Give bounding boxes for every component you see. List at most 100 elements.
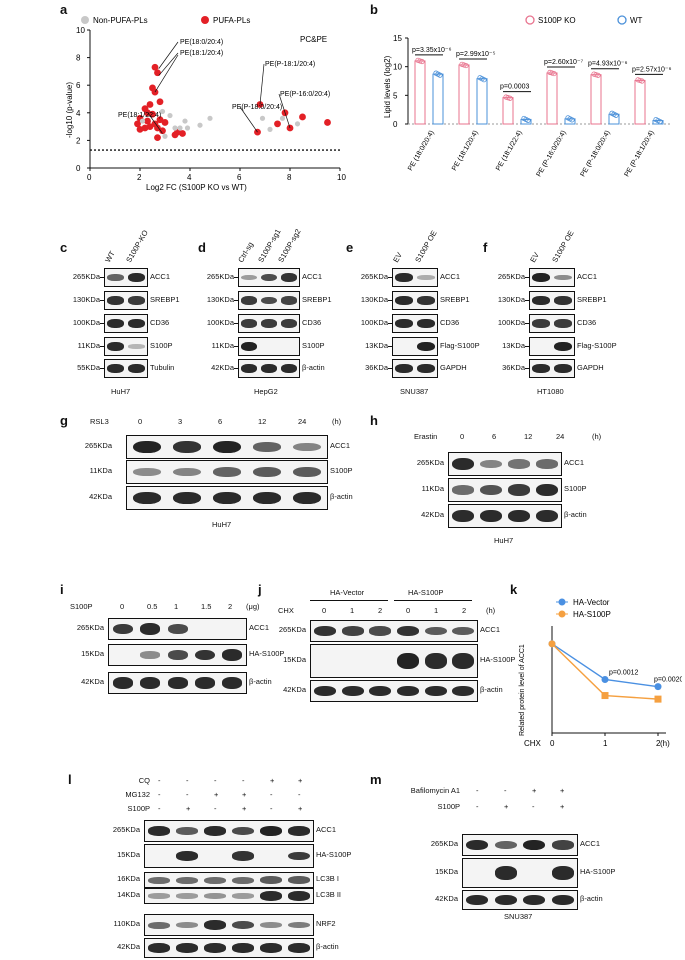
column-label: WT bbox=[102, 249, 117, 264]
protein-band bbox=[551, 866, 574, 880]
blot-strip bbox=[126, 486, 328, 510]
protein-band bbox=[222, 649, 243, 661]
protein-band bbox=[288, 826, 310, 836]
molecular-weight-label: 265KDa bbox=[112, 825, 140, 834]
annotation-leader-line bbox=[278, 93, 291, 129]
protein-band bbox=[452, 457, 474, 471]
condition-label: MG132 bbox=[125, 790, 150, 799]
blot-strip bbox=[108, 644, 247, 666]
protein-band bbox=[288, 943, 310, 953]
protein-band bbox=[112, 623, 133, 635]
legend-nonpufa-label: Non-PUFA-PLs bbox=[93, 16, 148, 25]
protein-label: CD36 bbox=[440, 317, 460, 327]
mw-tick bbox=[388, 299, 394, 301]
panel-l-western-blot: CQ - - - - + + MG132- - + + - - S100P - + - + - +265KDa ACC1… bbox=[60, 776, 360, 958]
protein-band bbox=[241, 296, 257, 305]
mw-tick bbox=[388, 322, 394, 324]
treatment-label: Erastin bbox=[414, 432, 438, 441]
protein-label: ACC1 bbox=[150, 271, 171, 281]
protein-label: β-actin bbox=[330, 492, 353, 501]
protein-band bbox=[260, 943, 282, 953]
protein-band bbox=[241, 319, 257, 328]
ko-point bbox=[419, 58, 425, 65]
molecular-weight-label: 110KDa bbox=[113, 919, 140, 928]
sign-label: - bbox=[270, 804, 273, 813]
molecular-weight-label: 42KDa bbox=[421, 510, 444, 519]
p-value-label: p=0.0012 bbox=[609, 670, 638, 677]
wt-point bbox=[525, 117, 531, 124]
protein-band bbox=[313, 625, 336, 637]
protein-label: ACC1 bbox=[330, 441, 351, 450]
protein-band bbox=[396, 653, 419, 669]
protein-band bbox=[260, 891, 282, 901]
molecular-weight-label: 265KDa bbox=[497, 271, 525, 281]
blot-strip bbox=[529, 268, 575, 287]
y-axis-title: -log10 (p-value) bbox=[65, 82, 74, 138]
time-label: 2 bbox=[462, 606, 467, 615]
protein-band bbox=[241, 341, 257, 352]
nonpufa-point bbox=[279, 115, 286, 121]
protein-band bbox=[532, 272, 550, 283]
panel-d-western-blot: Ctrl-sg S100P-sg1 S100P-sg2 265KDa ACC1 130KD… bbox=[198, 227, 343, 405]
protein-band bbox=[232, 893, 254, 899]
pufa-point bbox=[156, 116, 164, 124]
sign-label: - bbox=[186, 776, 189, 785]
tag-pcpe: PC&PE bbox=[300, 35, 327, 44]
column-label: Ctrl-sg bbox=[236, 240, 256, 264]
blot-strip bbox=[310, 620, 478, 642]
time-label: 0 bbox=[406, 606, 411, 615]
protein-band bbox=[107, 319, 124, 328]
s100p-point bbox=[654, 695, 662, 703]
panel-e-western-blot: EV S100P OE 265KDa ACC1 130KDa SREBP1 100KDa CD… bbox=[346, 229, 481, 405]
protein-band bbox=[281, 364, 297, 373]
protein-band bbox=[107, 296, 124, 305]
protein-band bbox=[148, 876, 170, 884]
pufa-point bbox=[149, 110, 156, 118]
protein-band bbox=[241, 274, 257, 281]
protein-band bbox=[396, 625, 419, 637]
category-label: PE (18:1/22:4) bbox=[495, 130, 524, 173]
x-label-chx: CHX bbox=[524, 739, 542, 748]
time-label: 1 bbox=[434, 606, 439, 615]
molecular-weight-label: 265KDa bbox=[84, 441, 112, 450]
protein-band bbox=[536, 509, 558, 523]
molecular-weight-label: 42KDa bbox=[211, 362, 234, 372]
protein-label: β-actin bbox=[249, 677, 272, 686]
dose-label: 2 bbox=[228, 602, 233, 611]
protein-band bbox=[536, 483, 558, 497]
panel-m-western-blot: Bafilomycin A1 - - + + S100P - + - +265KDa ACC1 15K… bbox=[370, 778, 670, 928]
sign-label: - bbox=[504, 786, 507, 795]
sign-label: - bbox=[214, 804, 217, 813]
blot-strip bbox=[104, 291, 148, 310]
protein-band bbox=[148, 943, 170, 953]
protein-band bbox=[128, 364, 145, 373]
pufa-point bbox=[179, 130, 186, 137]
pufa-point bbox=[171, 131, 179, 139]
blot-strip bbox=[392, 291, 438, 310]
ko-point bbox=[551, 70, 557, 77]
treatment-label: CHX bbox=[278, 606, 294, 615]
annotation-leader-line bbox=[239, 106, 258, 133]
molecular-weight-label: 11KDa bbox=[211, 340, 234, 350]
blot-strip bbox=[144, 820, 314, 842]
protein-band bbox=[508, 509, 530, 523]
mw-tick bbox=[234, 299, 240, 301]
blot-strip bbox=[529, 337, 575, 356]
time-label: 24 bbox=[298, 417, 307, 426]
pufa-point bbox=[151, 63, 159, 71]
group-bar bbox=[310, 600, 388, 601]
protein-label: Flag-S100P bbox=[440, 340, 480, 350]
protein-label: ACC1 bbox=[580, 839, 601, 848]
protein-band bbox=[395, 319, 413, 328]
time-unit: (h) bbox=[486, 606, 496, 615]
time-unit: (h) bbox=[592, 432, 602, 441]
blot-strip bbox=[108, 672, 247, 694]
protein-band bbox=[341, 626, 364, 636]
x-tick-label: 0 bbox=[550, 739, 555, 748]
protein-band bbox=[253, 491, 281, 505]
x-tick-label: 0 bbox=[87, 173, 92, 182]
nonpufa-point bbox=[162, 133, 168, 139]
blot-strip bbox=[238, 337, 300, 356]
protein-band bbox=[261, 319, 277, 328]
label-pe-18-1-22-4: PE(18:1/22:4) bbox=[118, 112, 161, 119]
